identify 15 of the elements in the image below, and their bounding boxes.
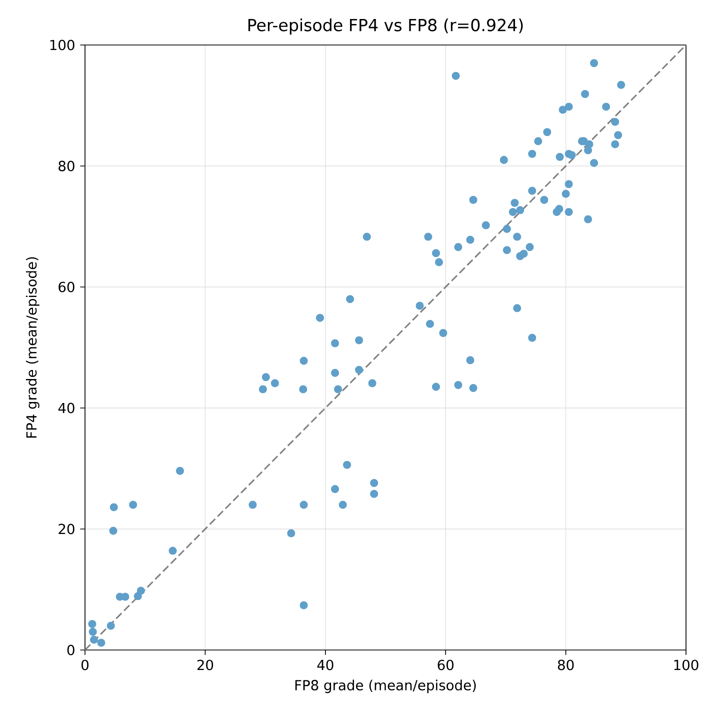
y-tick-label: 20 [58,524,74,534]
y-tick-label: 0 [67,644,74,656]
x-tick-label: 100 [674,660,698,670]
y-tick-label: 60 [58,282,74,292]
x-tick-label: 0 [82,660,88,670]
y-tick-label: 80 [58,160,74,172]
x-tick-label: 20 [197,660,214,670]
x-axis-title: FP8 grade (mean/episode) [295,680,476,694]
y-tick-label: 40 [58,402,74,414]
y-axis-title: FP4 grade (mean/episode) [26,257,40,438]
x-tick-label: 60 [438,660,454,670]
chart-title: Per-episode FP4 vs FP8 (r=0.924) [248,18,523,35]
x-tick-label: 40 [317,660,334,670]
x-tick-label: 80 [558,660,574,670]
y-tick-label: 100 [50,40,74,50]
